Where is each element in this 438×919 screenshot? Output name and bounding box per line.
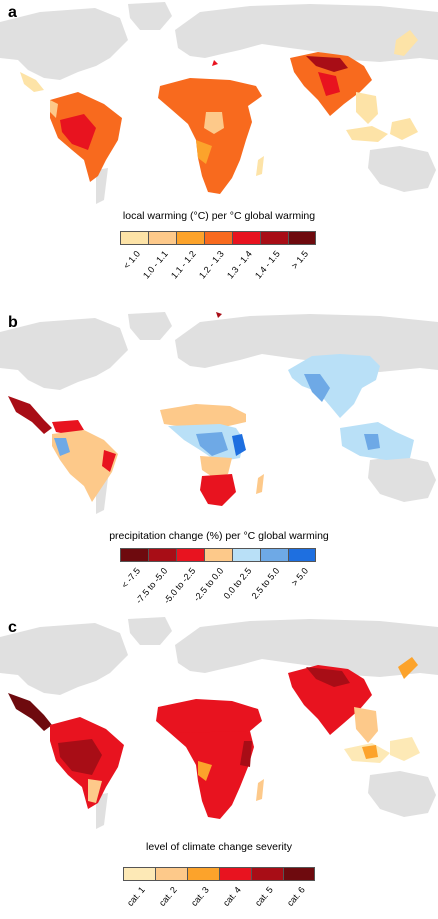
legend-label: < -7.5 <box>119 565 143 591</box>
panel-a: a local warming (°C) per °C global warmi… <box>0 0 438 305</box>
legend-swatch <box>288 548 316 562</box>
legend-swatch <box>204 548 232 562</box>
legend-label: cat. 5 <box>253 884 275 909</box>
legend-title-c: level of climate change severity <box>146 841 292 853</box>
world-map-severity <box>0 617 438 829</box>
legend-label: cat. 3 <box>189 884 211 909</box>
legend-title-b: precipitation change (%) per °C global w… <box>109 530 329 542</box>
legend-swatch <box>120 231 148 245</box>
panel-c: c level of climate change severity cat. … <box>0 615 438 919</box>
legend-label: > 5.0 <box>289 565 311 588</box>
legend-title-a: local warming (°C) per °C global warming <box>122 210 316 222</box>
panel-letter-a: a <box>8 4 17 21</box>
legend-swatch <box>148 231 176 245</box>
legend-swatch <box>120 548 148 562</box>
legend-swatch <box>232 231 260 245</box>
panel-letter-c: c <box>8 619 17 636</box>
legend-label: cat. 4 <box>221 884 243 909</box>
legend-swatch <box>176 231 204 245</box>
legend-label: 1.3 - 1.4 <box>224 248 254 281</box>
land-base <box>0 312 438 514</box>
legend-a <box>120 231 316 245</box>
legend-b <box>120 548 316 562</box>
legend-label: cat. 2 <box>157 884 179 909</box>
legend-swatch <box>204 231 232 245</box>
land-base <box>0 2 438 204</box>
world-map-precipitation <box>0 312 438 514</box>
legend-swatch <box>123 867 155 881</box>
legend-swatch <box>232 548 260 562</box>
legend-label: 1.2 - 1.3 <box>196 248 226 281</box>
legend-swatch <box>288 231 316 245</box>
legend-label: 1.4 - 1.5 <box>252 248 282 281</box>
legend-swatch <box>260 231 288 245</box>
legend-swatch <box>176 548 204 562</box>
panel-b: b precipitation change (%) per °C global… <box>0 310 438 610</box>
legend-label: 1.0 - 1.1 <box>140 248 170 281</box>
legend-label: 2.5 to 5.0 <box>249 565 282 601</box>
legend-swatch <box>260 548 288 562</box>
land-base <box>0 617 438 829</box>
legend-c <box>123 867 315 881</box>
legend-swatch <box>187 867 219 881</box>
legend-swatch <box>155 867 187 881</box>
legend-label: < 1.0 <box>121 248 143 271</box>
legend-label: > 1.5 <box>289 248 311 271</box>
legend-label: cat. 1 <box>125 884 147 909</box>
legend-label: cat. 6 <box>285 884 307 909</box>
legend-label: 1.1 - 1.2 <box>168 248 198 281</box>
legend-swatch <box>283 867 315 881</box>
legend-label: 0.0 to 2.5 <box>221 565 254 601</box>
legend-swatch <box>219 867 251 881</box>
world-map-warming <box>0 2 438 204</box>
legend-swatch <box>148 548 176 562</box>
legend-swatch <box>251 867 283 881</box>
panel-letter-b: b <box>8 314 18 331</box>
